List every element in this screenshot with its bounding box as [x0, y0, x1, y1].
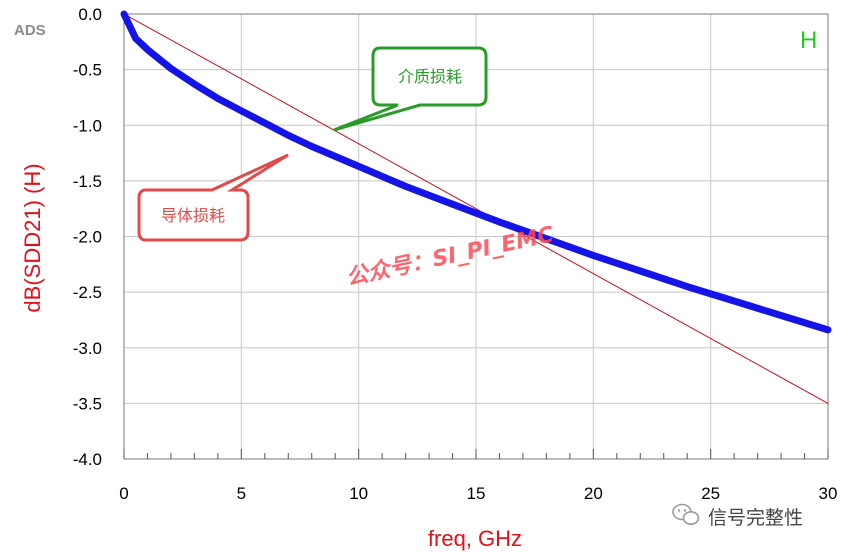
- brand-name: 信号完整性: [708, 507, 803, 529]
- x-tick-label: 10: [349, 484, 368, 503]
- x-minor-ticks: [123, 449, 829, 459]
- conductor-loss-callout: 导体损耗: [137, 153, 289, 242]
- series-layer: [120, 10, 832, 404]
- brand-mark: 信号完整性: [672, 503, 803, 529]
- y-tick-label: -2.5: [73, 283, 102, 302]
- x-tick-label: 15: [467, 484, 486, 503]
- y-tick-label: -2.0: [73, 228, 102, 247]
- y-tick-label: -1.0: [73, 116, 102, 135]
- x-axis-title: freq, GHz: [428, 526, 522, 551]
- y-tick-label: -4.0: [73, 450, 102, 469]
- wechat-icon: [672, 503, 700, 525]
- dielectric-callout-shape: [333, 46, 488, 132]
- conductor-loss-label: 导体损耗: [161, 206, 225, 225]
- ads-label: ADS: [14, 22, 46, 39]
- dielectric-loss-callout: 介质损耗: [333, 46, 488, 132]
- x-tick-label: 30: [819, 484, 838, 503]
- series-line-dielectric: [123, 13, 829, 404]
- series-line-conductor: [120, 10, 832, 334]
- x-tick-label: 5: [237, 484, 246, 503]
- x-tick-label: 0: [119, 484, 128, 503]
- y-tick-label: -0.5: [73, 61, 102, 80]
- x-tick-labels: 0 5 10 15 20 25 30: [119, 484, 837, 503]
- dielectric-loss-label: 介质损耗: [398, 67, 462, 86]
- trace-name-label: H: [800, 27, 817, 54]
- x-tick-label: 20: [584, 484, 603, 503]
- y-tick-label: -3.5: [73, 394, 102, 413]
- y-tick-label: 0.0: [78, 5, 102, 24]
- watermark-text: 公众号：SI_PI_EMC: [344, 221, 556, 290]
- y-axis-title: dB(SDD21) (H): [20, 163, 45, 312]
- y-tick-label: -3.0: [73, 339, 102, 358]
- conductor-callout-shape: [137, 153, 289, 242]
- y-tick-label: -1.5: [73, 172, 102, 191]
- y-tick-labels: 0.0 -0.5 -1.0 -1.5 -2.0 -2.5 -3.0 -3.5 -4.0: [73, 5, 102, 469]
- x-tick-label: 25: [701, 484, 720, 503]
